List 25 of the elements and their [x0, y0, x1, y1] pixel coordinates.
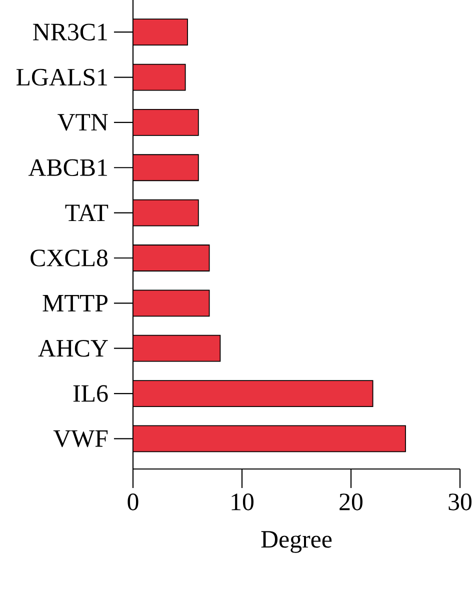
y-tick-label: CXCL8: [30, 250, 108, 266]
y-tick-label: NR3C1: [33, 24, 107, 40]
x-axis-title: Degree: [261, 531, 332, 553]
x-tick-label: 10: [232, 494, 254, 510]
y-tick-label: VWF: [53, 430, 108, 448]
bar: [133, 64, 186, 91]
y-tick-label: VTN: [58, 114, 108, 131]
x-tick-label: 30: [448, 494, 472, 510]
bar: [133, 334, 221, 362]
x-tick-label: 0: [128, 494, 138, 510]
x-tick-label: 20: [340, 494, 362, 510]
bar: [133, 199, 199, 226]
bar: [133, 380, 374, 407]
bar: [133, 109, 199, 136]
y-tick-label: TAT: [65, 204, 108, 222]
bar: [133, 154, 199, 182]
y-tick-label: MTTP: [42, 295, 108, 312]
y-tick-label: IL6: [73, 385, 108, 402]
bar: [133, 425, 406, 452]
y-tick-label: AHCY: [38, 340, 108, 357]
bar: [133, 18, 188, 46]
bar: [133, 244, 210, 272]
y-tick-label: LGALS1: [16, 68, 107, 86]
bar: [133, 290, 210, 317]
y-tick-label: ABCB1: [28, 159, 107, 176]
